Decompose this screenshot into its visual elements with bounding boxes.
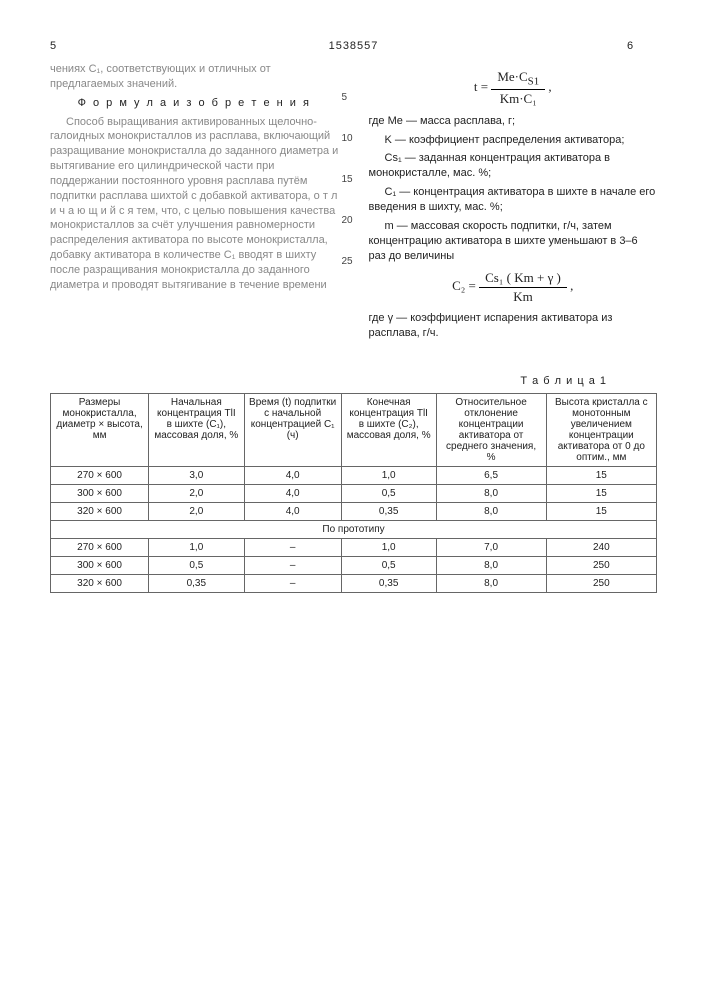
col-h: Высота кристалла с монотонным увеличение… (546, 394, 656, 467)
data-table: Размеры монокристалла, диаметр × высота,… (50, 393, 657, 593)
table-cell: 3,0 (149, 467, 244, 485)
formula-t-den: Km·C₁ (491, 90, 545, 108)
table-row: 300 × 6000,5–0,58,0250 (51, 557, 657, 575)
table-cell: 4,0 (244, 485, 341, 503)
claim-body: Способ выращивания активированных щелочн… (50, 115, 339, 293)
def-m: m — массовая скорость подпитки, г/ч, зат… (369, 219, 658, 264)
formula-t: t = Me·CS1 Km·C₁ , (369, 68, 658, 108)
table-cell: 0,5 (149, 557, 244, 575)
table-cell: 15 (546, 503, 656, 521)
formula-t-num: Me·C (497, 69, 527, 84)
table-row: 300 × 6002,04,00,58,015 (51, 485, 657, 503)
table-cell: 0,5 (341, 485, 436, 503)
col-size: Размеры монокристалла, диаметр × высота,… (51, 394, 149, 467)
col-dev: Относительное отклонение концентрации ак… (436, 394, 546, 467)
table-header-row: Размеры монокристалла, диаметр × высота,… (51, 394, 657, 467)
table-cell: 1,0 (149, 539, 244, 557)
col-t: Время (t) подпитки с начальной концентра… (244, 394, 341, 467)
table-cell: 4,0 (244, 467, 341, 485)
formula-c2-lhs: C₂ = (452, 278, 476, 293)
ln-25: 25 (342, 256, 353, 267)
table-cell: 0,35 (149, 575, 244, 593)
doc-number: 1538557 (329, 40, 379, 52)
body-columns: чениях С₁, соответствующих и отличных от… (50, 62, 657, 345)
table-cell: 8,0 (436, 485, 546, 503)
formula-c2-den: Km (479, 288, 567, 306)
table-cell: 2,0 (149, 503, 244, 521)
table-cell: 300 × 600 (51, 485, 149, 503)
def-c1: C₁ — концентрация активатора в шихте в н… (369, 185, 658, 215)
col-c2: Конечная концентрация TlI в шихте (С₂), … (341, 394, 436, 467)
table-cell: – (244, 575, 341, 593)
page-num-right: 6 (627, 40, 657, 52)
table-row: 320 × 6002,04,00,358,015 (51, 503, 657, 521)
table-cell: 240 (546, 539, 656, 557)
page-num-left: 5 (50, 40, 80, 52)
table-cell: 0,35 (341, 575, 436, 593)
table-cell: 1,0 (341, 539, 436, 557)
table-cell: 300 × 600 (51, 557, 149, 575)
def-cs1: Cs₁ — заданная концентрация активатора в… (369, 151, 658, 181)
formula-c2: C₂ = Cs₁ ( Km + γ ) Km , (369, 269, 658, 305)
table-cell: 0,5 (341, 557, 436, 575)
def-me: где Me — масса расплава, г; (369, 114, 658, 129)
ln-20: 20 (342, 215, 353, 226)
formula-title: Ф о р м у л а и з о б р е т е н и я (50, 96, 339, 111)
ln-15: 15 (342, 174, 353, 185)
table-cell: – (244, 539, 341, 557)
formula-c2-num: Cs₁ ( Km + γ ) (479, 269, 567, 288)
formula-t-lhs: t = (474, 79, 488, 94)
table-cell: – (244, 557, 341, 575)
table-cell: 2,0 (149, 485, 244, 503)
line-numbers: 5 10 15 20 25 (342, 92, 353, 267)
def-k: K — коэффициент распределения активатора… (369, 133, 658, 148)
right-column: t = Me·CS1 Km·C₁ , где Me — масса распла… (369, 62, 658, 345)
table-label: Т а б л и ц а 1 (50, 375, 607, 387)
table-cell: 0,35 (341, 503, 436, 521)
table-cell: 8,0 (436, 557, 546, 575)
table-cell: 250 (546, 575, 656, 593)
prototype-label: По прототипу (51, 521, 657, 539)
table-cell: 320 × 600 (51, 575, 149, 593)
table-cell: 7,0 (436, 539, 546, 557)
table-row: 270 × 6003,04,01,06,515 (51, 467, 657, 485)
table-cell: 270 × 600 (51, 539, 149, 557)
def-gamma: где γ — коэффициент испарения активатора… (369, 311, 658, 341)
intro-text: чениях С₁, соответствующих и отличных от… (50, 62, 339, 92)
formula-t-numsub: S1 (528, 76, 539, 88)
col-c1: Начальная концентрация TlI в шихте (С₁),… (149, 394, 244, 467)
table-cell: 4,0 (244, 503, 341, 521)
table-cell: 15 (546, 467, 656, 485)
table-row: 320 × 6000,35–0,358,0250 (51, 575, 657, 593)
table-cell: 6,5 (436, 467, 546, 485)
table-cell: 8,0 (436, 503, 546, 521)
table-section-prototype: По прототипу (51, 521, 657, 539)
left-column: чениях С₁, соответствующих и отличных от… (50, 62, 339, 345)
table-cell: 270 × 600 (51, 467, 149, 485)
table-cell: 320 × 600 (51, 503, 149, 521)
page-header: 5 1538557 6 (50, 40, 657, 52)
table-cell: 250 (546, 557, 656, 575)
table-cell: 8,0 (436, 575, 546, 593)
table-cell: 1,0 (341, 467, 436, 485)
table-row: 270 × 6001,0–1,07,0240 (51, 539, 657, 557)
ln-5: 5 (342, 92, 353, 103)
ln-10: 10 (342, 133, 353, 144)
table-cell: 15 (546, 485, 656, 503)
